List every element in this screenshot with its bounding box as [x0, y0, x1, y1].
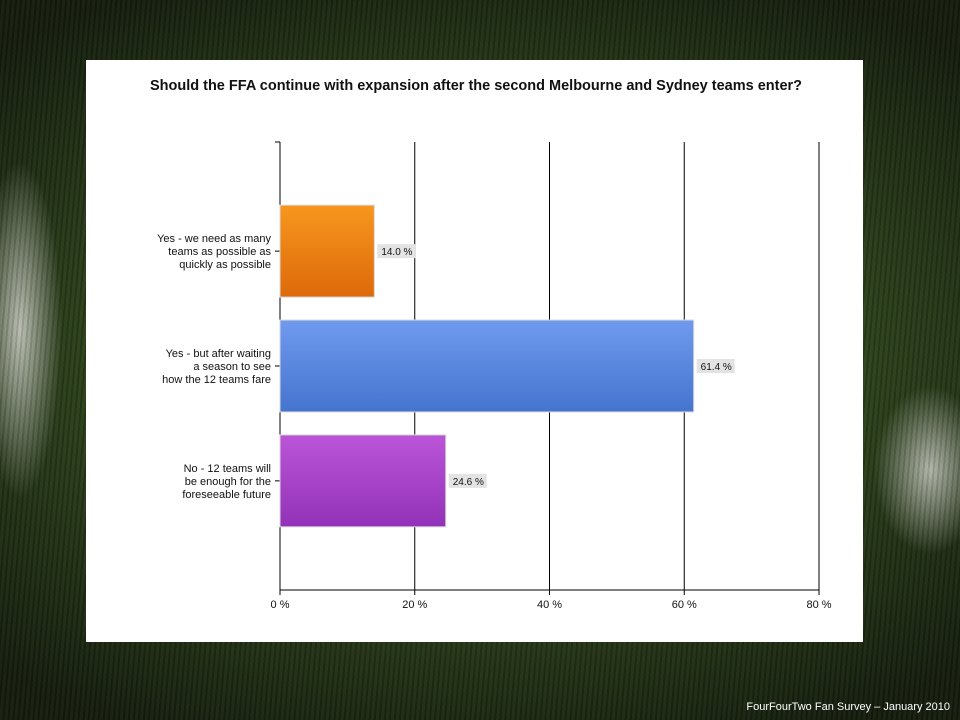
- data-label: 61.4 %: [701, 362, 732, 373]
- category-label: Yes - but after waiting: [166, 348, 271, 360]
- x-tick-label: 40 %: [537, 599, 562, 611]
- category-label: how the 12 teams fare: [162, 374, 271, 386]
- data-label-box: [448, 473, 487, 488]
- chart-card: Should the FFA continue with expansion a…: [86, 60, 863, 642]
- category-label: No - 12 teams will: [184, 463, 271, 475]
- category-label: teams as possible as: [168, 246, 271, 258]
- category-label: be enough for the: [185, 476, 271, 488]
- data-label: 24.6 %: [453, 477, 484, 488]
- chart-title: Should the FFA continue with expansion a…: [149, 78, 803, 94]
- data-label-box: [696, 359, 735, 373]
- category-label: a season to see: [193, 361, 271, 373]
- footer-caption: FourFourTwo Fan Survey – January 2010: [746, 701, 950, 713]
- bar: [279, 204, 375, 298]
- data-label: 14.0 %: [381, 247, 412, 258]
- bar-chart: 0 % 20 % 40 % 60 % 80 % Yes - we need as many…: [157, 141, 832, 611]
- x-tick-label: 0 %: [271, 599, 290, 611]
- bar: [279, 434, 447, 528]
- bar: [279, 319, 695, 413]
- x-tick-label: 80 %: [806, 599, 831, 611]
- x-tick-label: 60 %: [672, 599, 697, 611]
- category-label: Yes - we need as many: [157, 233, 271, 245]
- category-label: foreseeable future: [182, 489, 271, 501]
- data-label-box: [377, 244, 416, 259]
- category-label: quickly as possible: [179, 259, 271, 271]
- x-tick-label: 20 %: [402, 599, 427, 611]
